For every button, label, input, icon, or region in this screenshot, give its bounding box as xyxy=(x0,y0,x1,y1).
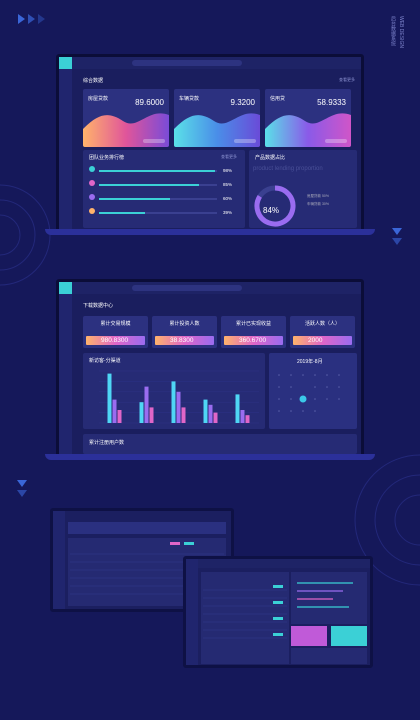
calendar-title: 2019年-8月 xyxy=(297,359,323,365)
card-value: 360.6700 xyxy=(239,337,267,344)
bar xyxy=(144,386,149,423)
bar xyxy=(107,373,112,423)
card-bar xyxy=(293,336,352,345)
mini-screen xyxy=(183,556,373,668)
bar xyxy=(176,391,181,423)
rank-label: 85% xyxy=(223,182,233,187)
bar xyxy=(149,407,154,423)
more-link[interactable]: 查看更多 xyxy=(339,77,355,82)
card-title: 累计交易规模 xyxy=(100,321,131,327)
legend-item: 房屋贷款 50% xyxy=(307,194,329,198)
brand-cn: 后台数据系统 xyxy=(390,16,396,46)
section-title: 下载数据中心 xyxy=(83,303,114,309)
bar xyxy=(245,415,250,423)
more-link[interactable]: 查看更多 xyxy=(221,154,237,159)
card-wave xyxy=(83,113,169,147)
screen: 下载数据中心 新访客-分渠道 2019年-8月 累计注册用户数 累计交易规模 98… xyxy=(56,279,364,457)
panel-title: 累计注册用户数 xyxy=(89,440,125,446)
topbar xyxy=(72,57,361,69)
summary-card: 累计交易规模 980.8300 xyxy=(83,316,148,348)
donut-arc xyxy=(254,185,296,227)
card-value: 38.8300 xyxy=(170,337,194,344)
share-panel: 产品数据占比 product lending proportion 84% 房屋… xyxy=(249,150,357,228)
rank-bar xyxy=(99,198,170,200)
bar-chart xyxy=(99,370,259,424)
logo xyxy=(59,282,72,294)
card-value: 89.6000 xyxy=(135,98,164,107)
summary-card: 信用贷 58.9333 xyxy=(265,89,351,147)
search[interactable] xyxy=(132,60,242,66)
rank-avatar xyxy=(89,166,95,172)
card-title: 车辆贷款 xyxy=(179,96,200,102)
rank-label: 60% xyxy=(223,196,233,201)
screen: 综合数据 查看更多 团队业务排行榜 查看更多 98% 85% 60% 39% 产品数据… xyxy=(56,54,364,232)
sidebar xyxy=(59,57,72,229)
panel-title: 团队业务排行榜 xyxy=(89,155,125,161)
bar xyxy=(139,402,144,423)
section-title: 综合数据 xyxy=(83,78,104,84)
rank-bar xyxy=(99,184,200,186)
card-value: 58.9333 xyxy=(317,98,346,107)
bar xyxy=(235,394,240,423)
rank-avatar xyxy=(89,208,95,214)
card-title: 信用贷 xyxy=(270,96,286,102)
card-wave xyxy=(174,113,260,147)
sidebar xyxy=(59,282,72,454)
bar xyxy=(112,399,117,423)
card-title: 活跃人数（人） xyxy=(304,321,340,327)
logo xyxy=(59,57,72,69)
calendar-grid xyxy=(278,374,340,412)
summary-card: 累计投资人数 38.8300 xyxy=(152,316,217,348)
rank-track xyxy=(99,212,217,214)
rank-avatar xyxy=(89,180,95,186)
summary-card: 房屋贷款 89.6000 xyxy=(83,89,169,147)
legend-item: 车辆贷款 30% xyxy=(307,202,329,206)
panel-subtitle: product lending proportion xyxy=(253,166,323,172)
donut xyxy=(254,185,296,227)
laptop-base xyxy=(45,229,375,235)
bar xyxy=(240,410,245,423)
summary-card: 车辆贷款 9.3200 xyxy=(174,89,260,147)
calendar: 2019年-8月 xyxy=(269,353,357,429)
rank-label: 39% xyxy=(223,210,233,215)
bar xyxy=(203,399,208,423)
card-title: 累计已实现收益 xyxy=(235,321,271,327)
chart-panel: 新访客-分渠道 xyxy=(83,353,265,429)
card-value: 2000 xyxy=(308,337,323,344)
summary-card: 活跃人数（人） 2000 xyxy=(290,316,355,348)
rank-avatar xyxy=(89,194,95,200)
card-bar xyxy=(224,336,283,345)
panel-title: 产品数据占比 xyxy=(255,155,286,161)
card-bar xyxy=(86,336,145,345)
bar xyxy=(181,407,186,423)
card-title: 房屋贷款 xyxy=(88,96,109,102)
bar xyxy=(117,410,122,423)
rank-bar xyxy=(99,212,146,214)
topbar xyxy=(72,282,361,294)
bar xyxy=(171,381,176,423)
rank-bar xyxy=(99,170,215,172)
card-value: 980.8300 xyxy=(101,337,129,344)
card-bar xyxy=(155,336,214,345)
card-title: 累计投资人数 xyxy=(169,321,200,327)
search[interactable] xyxy=(132,285,242,291)
brand-en: WEB DESIGN xyxy=(398,16,404,48)
ranking-panel: 团队业务排行榜 查看更多 98% 85% 60% 39% xyxy=(83,150,245,228)
summary-card: 累计已实现收益 360.6700 xyxy=(221,316,286,348)
bar xyxy=(208,404,213,423)
card-value: 9.3200 xyxy=(230,98,255,107)
card-wave xyxy=(265,113,351,147)
bar xyxy=(213,412,218,423)
rank-label: 98% xyxy=(223,168,233,173)
chart-title: 新访客-分渠道 xyxy=(89,358,121,364)
donut-label: 84% xyxy=(263,206,280,215)
laptop-base xyxy=(45,454,375,460)
footer-panel: 累计注册用户数 xyxy=(83,434,357,454)
